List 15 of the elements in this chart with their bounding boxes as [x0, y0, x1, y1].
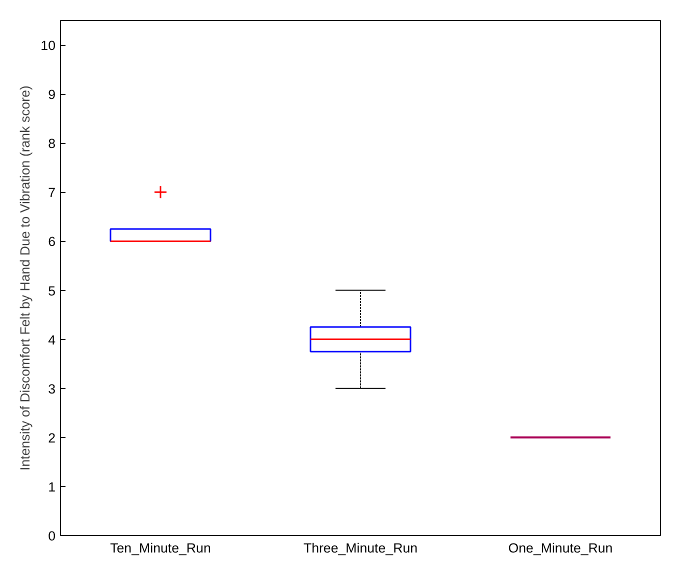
x-tick-label: Ten_Minute_Run	[110, 540, 211, 556]
y-tick-label: 9	[48, 87, 56, 102]
y-tick-label: 6	[48, 234, 56, 250]
y-tick-label: 7	[48, 185, 56, 200]
y-tick-label: 8	[48, 136, 56, 152]
y-tick-label: 1	[48, 479, 56, 494]
y-tick-label: 5	[48, 283, 56, 298]
y-tick-label: 2	[48, 430, 56, 446]
y-tick-label: 4	[48, 332, 56, 348]
y-tick-label: 3	[48, 381, 56, 396]
x-tick-label: Three_Minute_Run	[303, 540, 418, 556]
y-tick-label: 10	[40, 38, 56, 54]
x-tick-label: One_Minute_Run	[508, 540, 613, 556]
y-axis-title: Intensity of Discomfort Felt by Hand Due to Vibration (rank score)	[18, 86, 33, 470]
y-tick-label: 0	[48, 528, 56, 544]
